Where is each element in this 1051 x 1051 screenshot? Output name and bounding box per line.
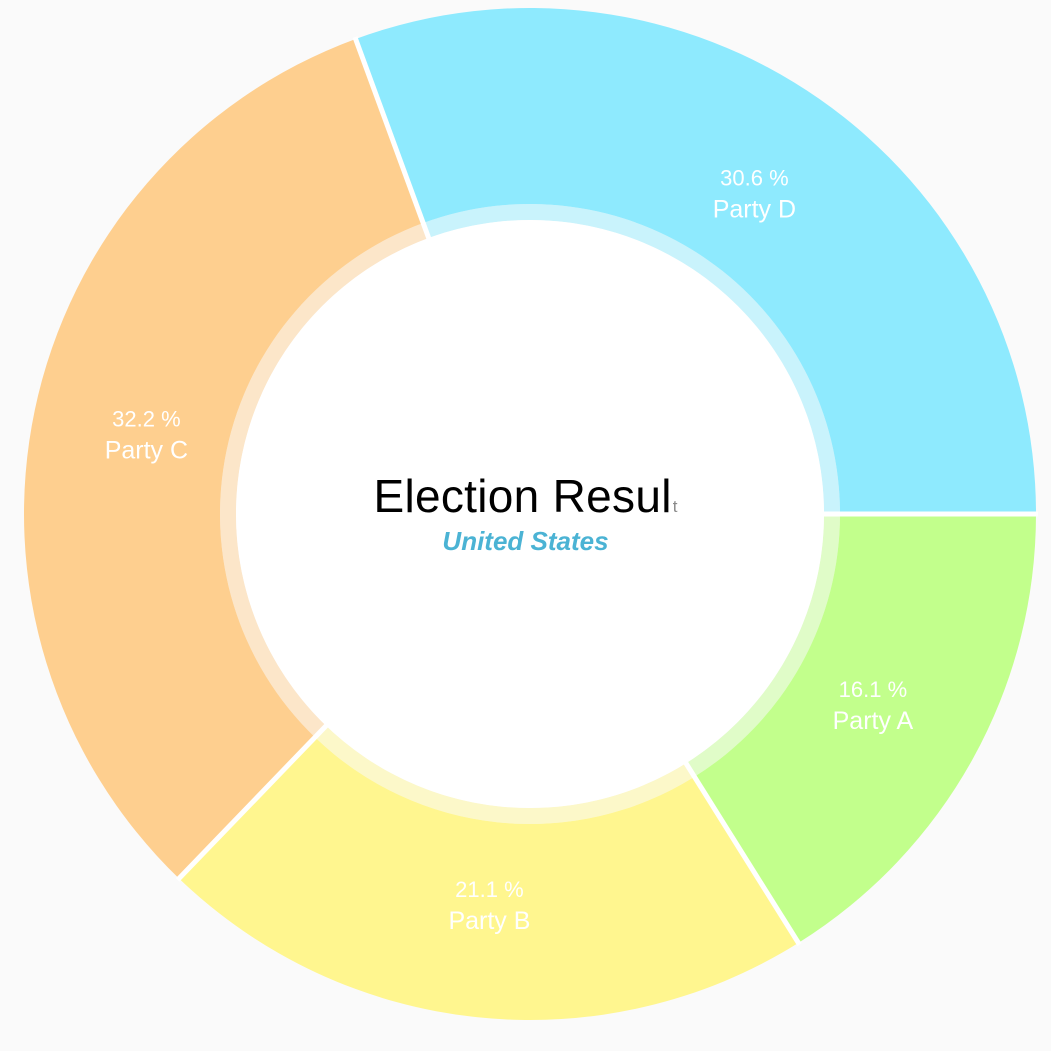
slice-separator-2 <box>682 760 802 946</box>
slice-party-d <box>355 7 1036 515</box>
chart-title: Election Result <box>0 468 1051 524</box>
chart-title-tail: t <box>672 497 678 516</box>
slice-percent-label-party-b: 21.1 % <box>455 877 524 902</box>
slice-separator-4 <box>352 36 432 241</box>
slice-inner-band-party-a <box>685 514 840 777</box>
slice-percent-label-party-d: 30.6 % <box>720 166 789 191</box>
slice-inner-band-party-b <box>314 725 695 824</box>
slice-name-label-party-b: Party B <box>448 907 530 935</box>
slice-party-c <box>23 39 424 879</box>
slice-percent-label-party-a: 16.1 % <box>839 677 908 702</box>
slice-party-b <box>179 737 799 1021</box>
slice-name-label-party-a: Party A <box>833 707 914 735</box>
slice-inner-band-party-c <box>220 222 429 738</box>
center-title-group: Election Result United States <box>0 468 1051 558</box>
slice-percent-label-party-c: 32.2 % <box>112 406 181 431</box>
slice-name-label-party-d: Party D <box>713 196 796 224</box>
slice-party-a <box>694 514 1036 943</box>
slice-separator-3 <box>175 722 330 882</box>
chart-subtitle: United States <box>442 526 609 556</box>
slice-name-label-party-c: Party C <box>105 436 188 464</box>
donut-center-hole <box>236 220 824 808</box>
chart-title-text: Election Resul <box>373 470 672 522</box>
